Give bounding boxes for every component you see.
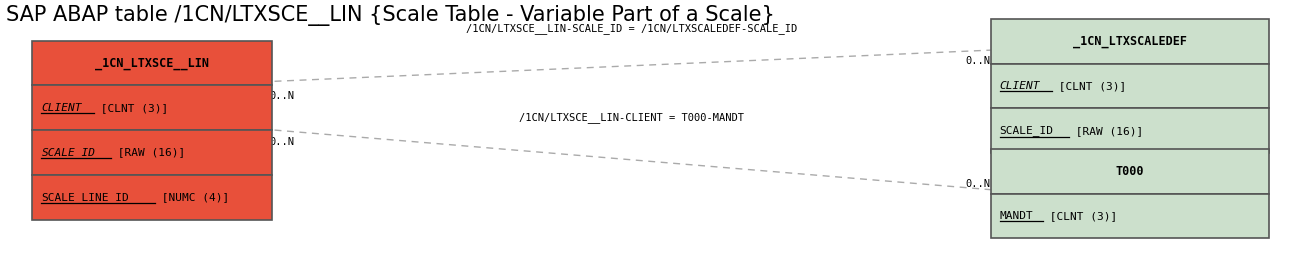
Text: /1CN/LTXSCE__LIN-CLIENT = T000-MANDT: /1CN/LTXSCE__LIN-CLIENT = T000-MANDT xyxy=(519,112,745,123)
Bar xyxy=(32,175,272,220)
Text: /1CN/LTXSCE__LIN-SCALE_ID = /1CN/LTXSCALEDEF-SCALE_ID: /1CN/LTXSCE__LIN-SCALE_ID = /1CN/LTXSCAL… xyxy=(466,23,798,34)
Bar xyxy=(32,41,272,85)
Bar xyxy=(32,85,272,130)
Bar xyxy=(991,194,1269,238)
Bar xyxy=(991,149,1269,194)
Text: [CLNT (3)]: [CLNT (3)] xyxy=(1044,211,1118,221)
Text: T000: T000 xyxy=(1115,165,1145,178)
Bar xyxy=(32,130,272,175)
Text: [CLNT (3)]: [CLNT (3)] xyxy=(93,103,168,113)
Text: 0..N: 0..N xyxy=(269,137,295,147)
Bar xyxy=(991,19,1269,64)
Bar xyxy=(991,64,1269,108)
Text: [CLNT (3)]: [CLNT (3)] xyxy=(1052,81,1127,91)
Text: _1CN_LTXSCE__LIN: _1CN_LTXSCE__LIN xyxy=(95,57,210,69)
Text: CLIENT: CLIENT xyxy=(41,103,82,113)
Text: 0..N: 0..N xyxy=(965,56,991,66)
Text: MANDT: MANDT xyxy=(1000,211,1033,221)
Text: SCALE_ID: SCALE_ID xyxy=(41,147,96,158)
Text: [NUMC (4)]: [NUMC (4)] xyxy=(154,192,229,202)
Text: SCALE_LINE_ID: SCALE_LINE_ID xyxy=(41,192,130,203)
Text: 0..N: 0..N xyxy=(269,91,295,101)
Text: CLIENT: CLIENT xyxy=(1000,81,1040,91)
Bar xyxy=(991,108,1269,153)
Text: _1CN_LTXSCALEDEF: _1CN_LTXSCALEDEF xyxy=(1072,35,1188,48)
Text: SAP ABAP table /1CN/LTXSCE__LIN {Scale Table - Variable Part of a Scale}: SAP ABAP table /1CN/LTXSCE__LIN {Scale T… xyxy=(6,5,776,26)
Text: [RAW (16)]: [RAW (16)] xyxy=(1070,126,1143,136)
Text: 0..N: 0..N xyxy=(965,179,991,189)
Text: SCALE_ID: SCALE_ID xyxy=(1000,125,1054,136)
Text: [RAW (16)]: [RAW (16)] xyxy=(111,147,185,157)
